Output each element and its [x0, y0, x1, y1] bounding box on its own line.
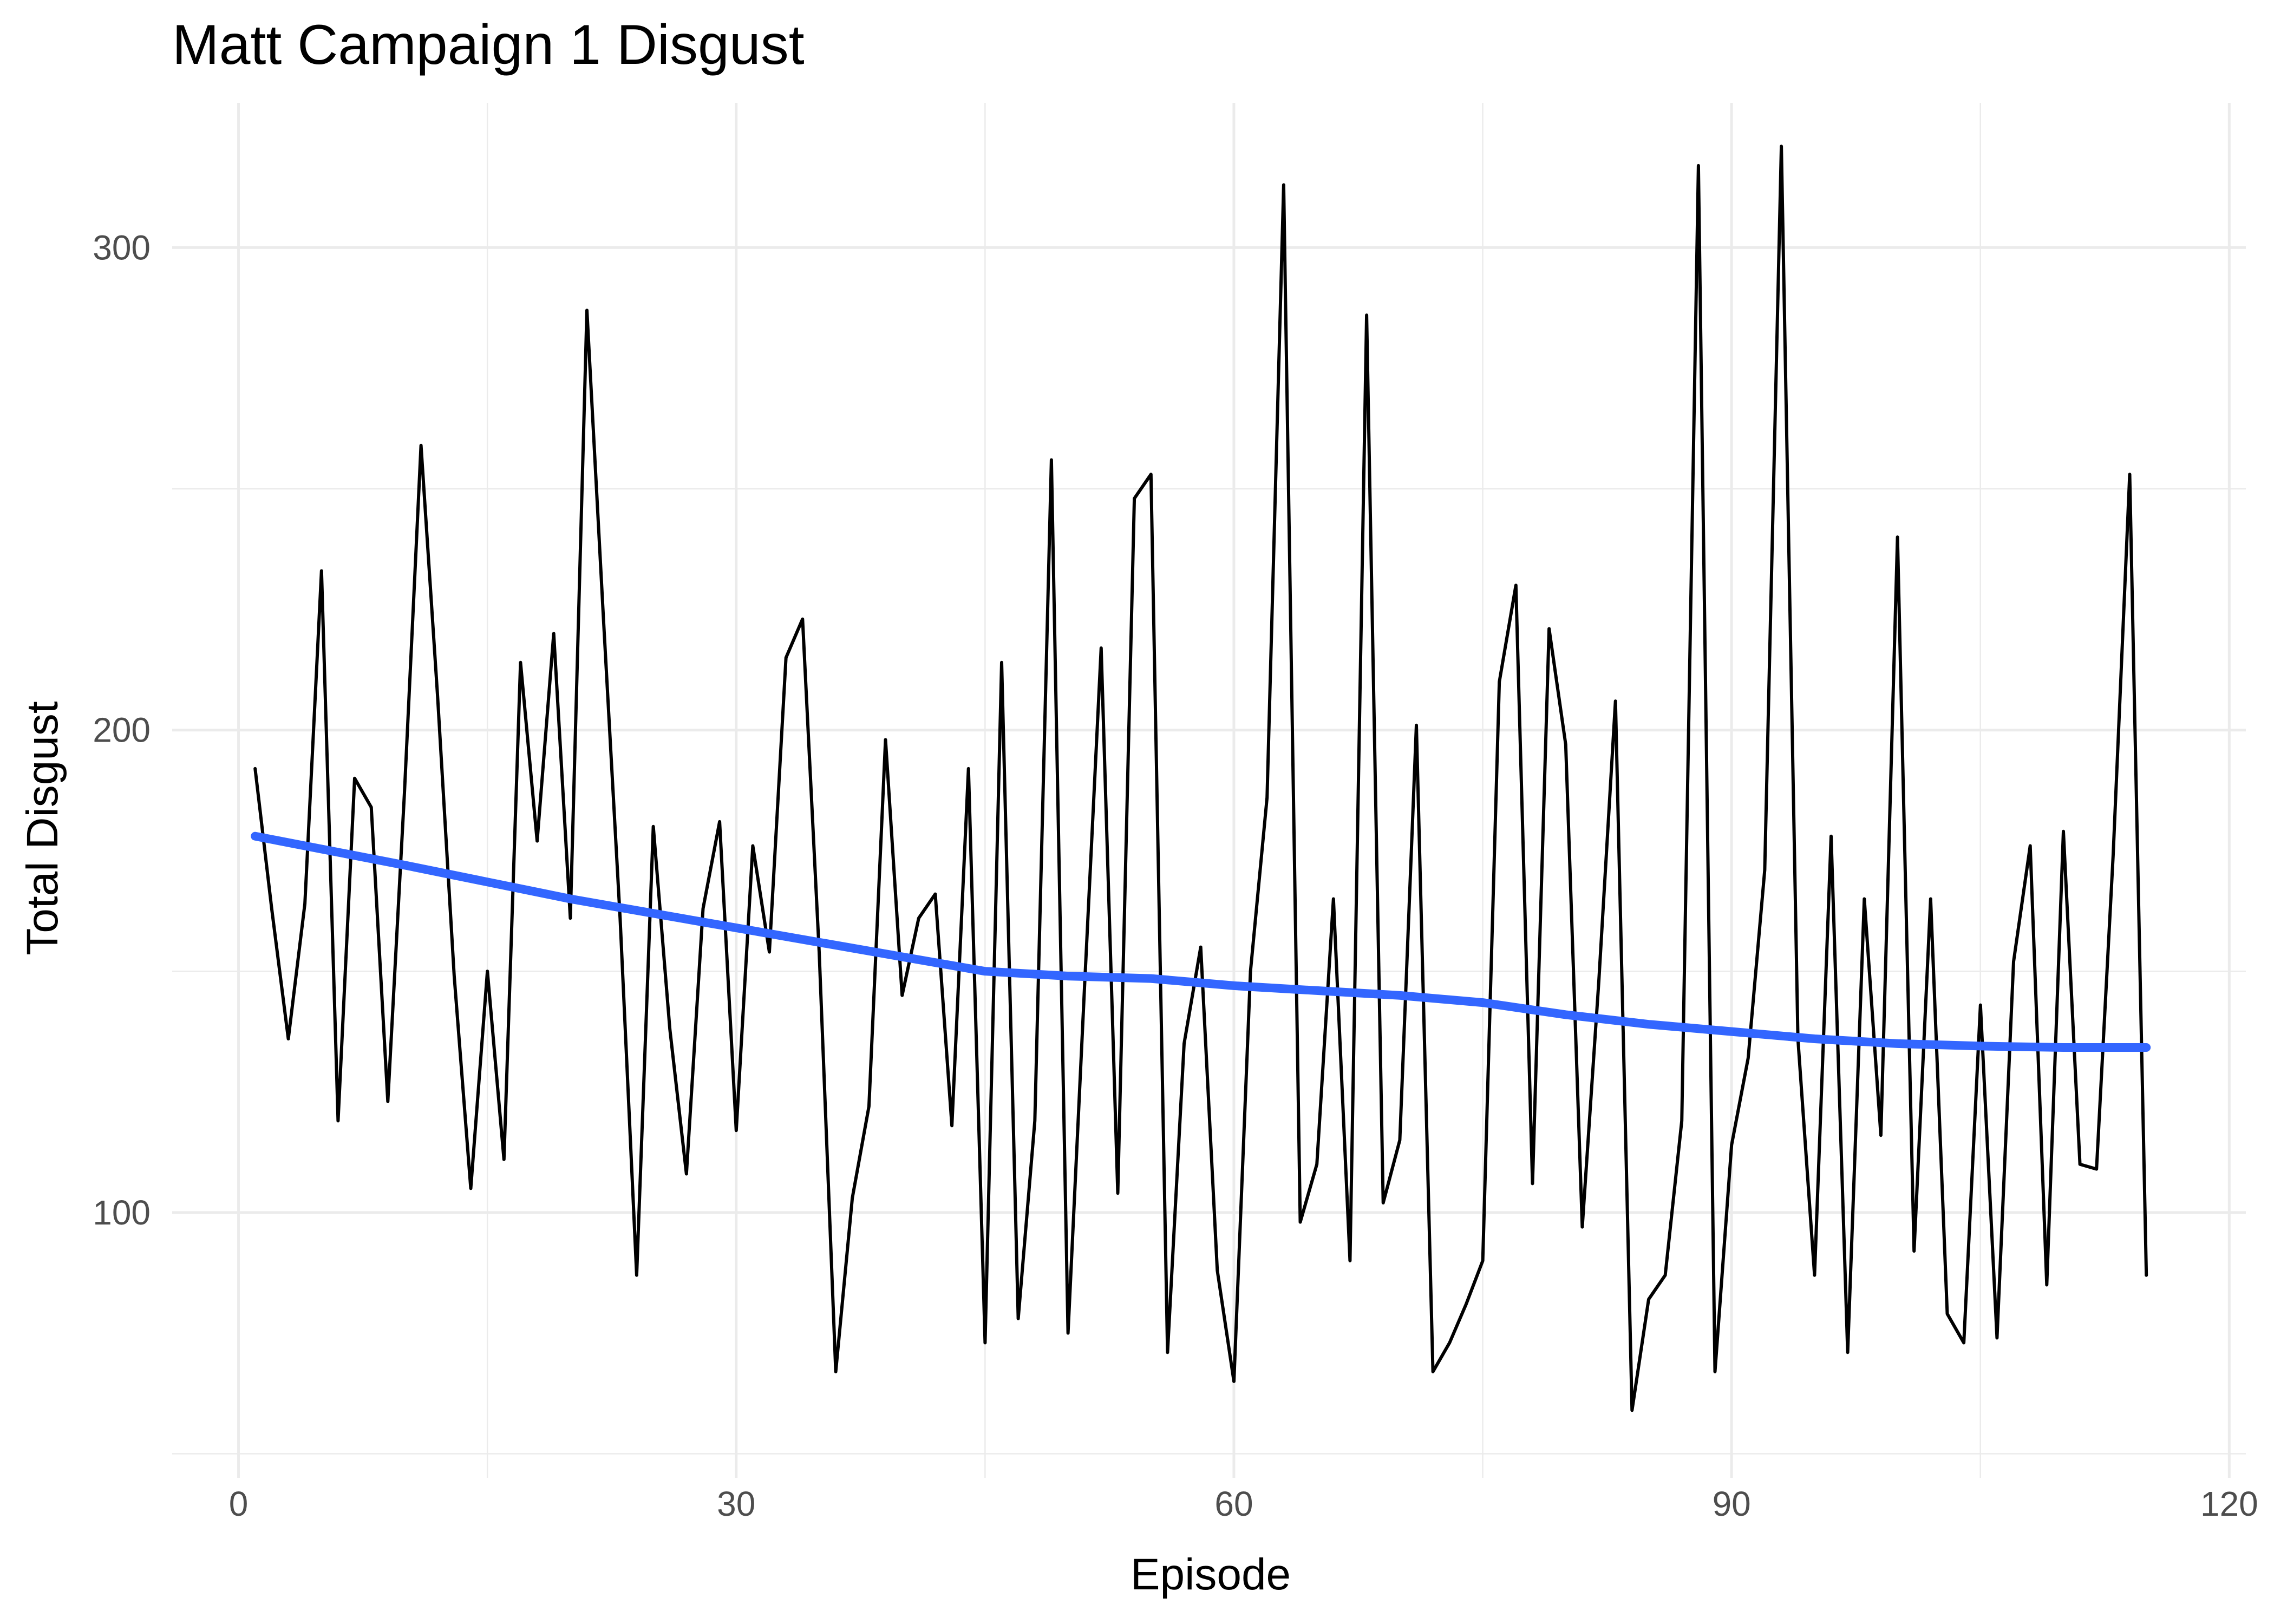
major-gridlines — [172, 103, 2246, 1478]
minor-gridlines — [172, 103, 2246, 1478]
x-tick-label: 120 — [2200, 1484, 2258, 1523]
y-tick-label: 100 — [93, 1193, 151, 1232]
x-tick-labels: 0 30 60 90 120 — [229, 1484, 2258, 1523]
y-tick-label: 200 — [93, 711, 151, 750]
disgust-series-line — [253, 145, 2148, 1412]
x-tick-label: 90 — [1713, 1484, 1751, 1523]
x-tick-label: 0 — [229, 1484, 249, 1523]
y-axis-label: Total Disgust — [18, 701, 67, 955]
y-tick-label: 300 — [93, 228, 151, 267]
x-tick-label: 30 — [717, 1484, 755, 1523]
chart-title: Matt Campaign 1 Disgust — [172, 14, 805, 76]
x-tick-label: 60 — [1214, 1484, 1253, 1523]
series-layer — [251, 145, 2151, 1412]
x-axis-label: Episode — [1131, 1550, 1291, 1599]
y-tick-labels: 100 200 300 — [93, 228, 151, 1232]
smoothed-trend-line — [251, 831, 2151, 1052]
